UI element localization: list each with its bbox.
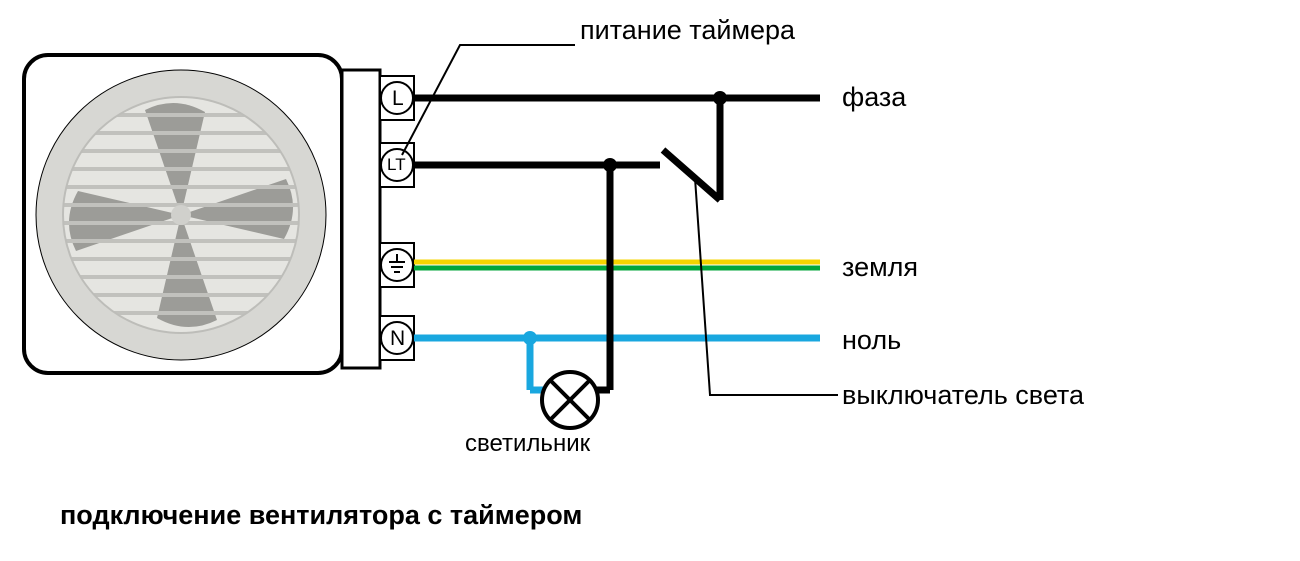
switch-arm bbox=[663, 150, 720, 200]
diagram-title: подключение вентилятора с таймером bbox=[60, 500, 582, 531]
label-neutral: ноль bbox=[842, 325, 901, 356]
diagram-canvas: питание таймера фаза земля ноль выключат… bbox=[0, 0, 1300, 556]
label-earth: земля bbox=[842, 252, 918, 283]
diagram-svg bbox=[0, 0, 1300, 556]
terminal-label-N: N bbox=[390, 327, 405, 351]
terminal-cells bbox=[380, 76, 414, 360]
terminal-label-L: L bbox=[392, 87, 404, 111]
terminal-block bbox=[342, 70, 380, 368]
terminal-label-LT: LT bbox=[387, 155, 406, 175]
label-lamp: светильник bbox=[465, 430, 590, 458]
terminal-PE bbox=[381, 249, 413, 281]
label-switch: выключатель света bbox=[842, 380, 1084, 411]
fan-hub bbox=[171, 205, 191, 225]
label-phase: фаза bbox=[842, 82, 906, 113]
label-timer-power: питание таймера bbox=[580, 15, 795, 46]
leader-switch bbox=[695, 178, 838, 395]
